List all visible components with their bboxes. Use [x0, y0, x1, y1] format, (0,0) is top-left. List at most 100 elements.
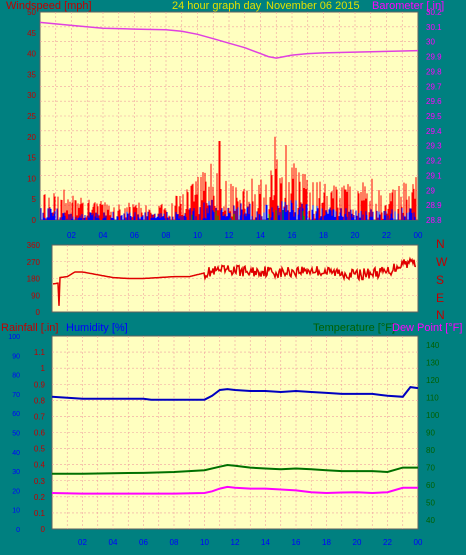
- temperature-tick-label: 120: [426, 376, 440, 385]
- temperature-tick-label: 110: [426, 393, 439, 402]
- panel-2-grid: [52, 245, 418, 312]
- compass-tick-label: N: [436, 237, 445, 251]
- time-tick-label: 14: [261, 538, 270, 547]
- windspeed-tick-label: 20: [27, 133, 36, 142]
- rainfall-tick-labels: 1.1 1 0.9 0.8 0.7 0.6 0.5 0.4 0.3 0.2 0.1 0: [34, 348, 46, 534]
- time-tick-label: 08: [162, 231, 171, 240]
- temperature-tick-label: 130: [426, 358, 440, 367]
- barometer-tick-label: 29.5: [426, 112, 442, 121]
- humidity-tick-label: 30: [12, 469, 20, 476]
- compass-tick-label: N: [436, 308, 445, 322]
- time-tick-label: 00: [414, 538, 423, 547]
- panel-3-grid: [52, 336, 418, 529]
- time-tick-label: 22: [382, 231, 391, 240]
- rainfall-tick-label: 0: [41, 525, 46, 534]
- windspeed-tick-label: 10: [27, 174, 36, 183]
- wind-gust-series: [40, 199, 416, 220]
- direction-tick-label: 180: [27, 275, 41, 284]
- time-tick-label: 10: [200, 538, 209, 547]
- humidity-tick-label: 20: [12, 488, 20, 495]
- graph-title: 24 hour graph day: [172, 0, 262, 12]
- barometer-tick-label: 28.8: [426, 216, 442, 225]
- dewpoint-series: [51, 485, 418, 495]
- windspeed-tick-label: 5: [32, 195, 37, 204]
- barometer-tick-labels: 30.2 30.1 30 29.9 29.8 29.7 29.6 29.5 29.4 29.3 29…: [426, 8, 442, 225]
- temperature-tick-label: 100: [426, 411, 440, 420]
- humidity-tick-label: 80: [12, 373, 20, 380]
- time-tick-label: 16: [288, 231, 297, 240]
- temperature-tick-label: 70: [426, 464, 435, 473]
- temperature-series: [52, 463, 418, 475]
- humidity-tick-label: 100: [8, 334, 20, 341]
- windspeed-tick-label: 15: [27, 154, 36, 163]
- humidity-tick-label: 50: [12, 431, 20, 438]
- barometer-tick-label: 30: [426, 38, 435, 47]
- rainfall-axis-label: Rainfall [.in]: [1, 322, 58, 334]
- direction-tick-label: 360: [27, 241, 41, 250]
- barometer-tick-label: 28.9: [426, 201, 442, 210]
- time-tick-label: 16: [292, 538, 301, 547]
- direction-tick-label: 0: [36, 308, 41, 317]
- barometer-tick-label: 29.7: [426, 82, 442, 91]
- barometer-tick-label: 29.4: [426, 127, 442, 136]
- barometer-tick-label: 29.8: [426, 67, 442, 76]
- compass-tick-label: E: [436, 291, 444, 305]
- windspeed-tick-label: 0: [32, 216, 37, 225]
- barometer-tick-label: 29.1: [426, 171, 442, 180]
- windspeed-tick-label: 25: [27, 112, 36, 121]
- wind-direction-series: [52, 256, 417, 306]
- windspeed-tick-label: 40: [27, 50, 36, 59]
- temperature-tick-label: 90: [426, 429, 435, 438]
- time-tick-label: 04: [109, 538, 118, 547]
- barometer-tick-label: 29.9: [426, 53, 442, 62]
- temperature-tick-labels: 140 130 120 110 100 90 80 70 60 50 40: [426, 341, 440, 525]
- compass-tick-label: W: [436, 255, 448, 269]
- rainfall-tick-label: 0.6: [34, 429, 46, 438]
- panel-3-time-tick-labels: 02 04 06 08 10 12 14 16 18 20 22 00: [78, 538, 423, 547]
- barometer-tick-label: 29: [426, 186, 435, 195]
- time-tick-label: 06: [139, 538, 148, 547]
- humidity-tick-label: 10: [12, 508, 20, 515]
- humidity-tick-label: 90: [12, 353, 20, 360]
- windspeed-tick-label: 45: [27, 29, 36, 38]
- temperature-tick-label: 60: [426, 481, 435, 490]
- compass-tick-label: S: [436, 273, 444, 287]
- humidity-tick-label: 70: [12, 392, 20, 399]
- humidity-tick-label: 40: [12, 450, 20, 457]
- humidity-series: [51, 386, 419, 401]
- temperature-axis-label: Temperature [°F]: [313, 322, 395, 334]
- direction-degree-tick-labels: 360 270 180 90 0: [27, 241, 41, 317]
- humidity-tick-label: 0: [16, 527, 20, 534]
- time-tick-label: 08: [170, 538, 179, 547]
- barometer-axis-label: Barometer [.in]: [372, 0, 444, 12]
- dewpoint-axis-label: Dew Point [°F]: [392, 322, 462, 334]
- time-tick-label: 18: [319, 231, 328, 240]
- time-tick-label: 04: [99, 231, 108, 240]
- time-tick-label: 12: [225, 231, 234, 240]
- barometer-tick-label: 30.1: [426, 23, 442, 32]
- time-tick-label: 02: [78, 538, 87, 547]
- direction-tick-label: 90: [31, 291, 40, 300]
- rainfall-tick-label: 0.5: [34, 445, 46, 454]
- barometer-tick-label: 29.2: [426, 157, 442, 166]
- rainfall-tick-label: 0.4: [34, 461, 46, 470]
- time-tick-label: 20: [351, 231, 360, 240]
- humidity-tick-label: 60: [12, 411, 20, 418]
- barometer-series: [39, 21, 419, 59]
- windspeed-tick-label: 35: [27, 70, 36, 79]
- temperature-tick-label: 80: [426, 446, 435, 455]
- direction-tick-label: 270: [27, 258, 41, 267]
- barometer-tick-label: 29.3: [426, 142, 442, 151]
- barometer-tick-label: 29.6: [426, 97, 442, 106]
- graph-date: November 06 2015: [266, 0, 360, 12]
- rainfall-tick-label: 0.1: [34, 509, 46, 518]
- time-tick-label: 22: [383, 538, 392, 547]
- humidity-axis-label: Humidity [%]: [66, 322, 128, 334]
- rainfall-tick-label: 0.3: [34, 477, 46, 486]
- temperature-tick-label: 40: [426, 516, 435, 525]
